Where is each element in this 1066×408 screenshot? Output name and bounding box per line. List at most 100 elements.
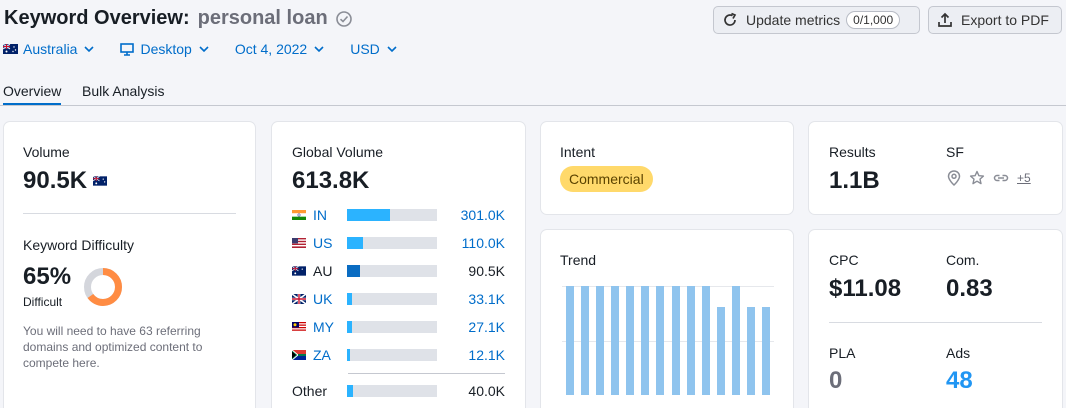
keyword-difficulty-label: Keyword Difficulty: [23, 237, 135, 253]
country-volume[interactable]: 33.1K: [468, 291, 505, 307]
device-select[interactable]: Desktop: [120, 41, 209, 57]
trend-label: Trend: [560, 252, 597, 268]
country-row-uk: UK 33.1K: [292, 290, 505, 308]
country-code[interactable]: ZA: [313, 347, 331, 363]
india-flag-icon: [292, 210, 306, 220]
divider: [348, 373, 505, 374]
trend-bar: [686, 286, 695, 395]
trend-bar: [641, 286, 650, 395]
trend-bar: [717, 306, 725, 395]
country-volume[interactable]: 12.1K: [468, 347, 505, 363]
country-volume-bar: [347, 349, 437, 361]
country-code[interactable]: US: [313, 235, 333, 251]
keyword-difficulty-description: You will need to have 63 referring domai…: [23, 324, 203, 370]
south-africa-flag-icon: [292, 350, 306, 360]
country-code: AU: [313, 263, 333, 279]
currency-select[interactable]: USD: [350, 41, 397, 57]
title-keyword: personal loan: [197, 7, 328, 29]
date-label: Oct 4, 2022: [234, 41, 308, 57]
update-metrics-label: Update metrics: [746, 12, 841, 28]
australia-flag-icon: [292, 266, 306, 276]
trend-bar: [656, 286, 665, 395]
sf-label: SF: [946, 144, 964, 160]
country-volume-bar: [347, 265, 437, 277]
keyword-difficulty-value: 65%: [23, 263, 72, 290]
australia-flag-icon: [93, 176, 108, 186]
country-volume-bar: [347, 209, 437, 221]
link-icon[interactable]: [993, 171, 1009, 185]
cpc-label: CPC: [829, 252, 859, 268]
malaysia-flag-icon: [292, 322, 306, 332]
sf-more-link[interactable]: +5: [1017, 171, 1031, 185]
volume-value-row: 90.5K: [23, 167, 108, 195]
country-volume[interactable]: 110.0K: [461, 235, 505, 251]
results-label: Results: [829, 144, 876, 160]
trend-bar: [611, 286, 619, 395]
country-select[interactable]: Australia: [3, 41, 95, 57]
divider: [23, 213, 236, 214]
country-code[interactable]: MY: [313, 319, 334, 335]
volume-label: Volume: [23, 144, 70, 160]
country-row-in: IN 301.0K: [292, 206, 505, 224]
update-metrics-button[interactable]: Update metrics 0/1,000: [713, 6, 920, 34]
country-row-us: US 110.0K: [292, 234, 505, 252]
other-volume-bar: [347, 385, 437, 397]
bar-fill: [347, 385, 354, 397]
trend-card: Trend: [541, 230, 793, 408]
country-code[interactable]: IN: [313, 207, 327, 223]
export-pdf-button[interactable]: Export to PDF: [928, 6, 1062, 34]
country-row-my: MY 27.1K: [292, 318, 505, 336]
tab-overview[interactable]: Overview: [3, 83, 62, 105]
results-value: 1.1B: [829, 167, 880, 194]
country-volume: 90.5K: [468, 263, 505, 279]
ads-value[interactable]: 48: [946, 367, 973, 394]
trend-bar: [671, 286, 680, 395]
difficulty-arc: [84, 268, 122, 306]
global-volume-card: Global Volume 613.8K IN 301.0K US 110.0K…: [272, 122, 525, 408]
trend-bar: [580, 286, 589, 395]
keyword-difficulty-level: Difficult: [23, 295, 63, 309]
ads-label: Ads: [946, 345, 971, 361]
pla-value[interactable]: 0: [829, 367, 843, 394]
trend-bar: [732, 286, 741, 395]
trend-bar: [701, 286, 710, 395]
star-icon[interactable]: [969, 170, 985, 186]
country-volume[interactable]: 27.1K: [468, 319, 505, 335]
competition-value: 0.83: [946, 275, 993, 302]
country-code[interactable]: UK: [313, 291, 333, 307]
bar-fill: [347, 209, 391, 221]
gridline: [562, 341, 774, 342]
intent-card: Intent Commercial: [541, 122, 793, 214]
update-counter-badge: 0/1,000: [846, 11, 901, 29]
country-label: Australia: [23, 41, 78, 57]
trend-bar: [565, 286, 574, 395]
metrics-card: CPC $11.08 Com. 0.83 PLA 0 Ads 48: [809, 230, 1062, 408]
global-volume-value: 613.8K: [292, 167, 370, 194]
country-volume[interactable]: 301.0K: [460, 207, 505, 223]
bar-fill: [347, 321, 352, 333]
tab-bar: Overview Bulk Analysis: [0, 82, 1066, 106]
global-volume-label: Global Volume: [292, 144, 384, 160]
trend-chart: [562, 286, 774, 395]
location-pin-icon[interactable]: [947, 170, 961, 186]
volume-value: 90.5K: [23, 167, 88, 194]
pla-label: PLA: [829, 345, 856, 361]
trend-bar: [595, 286, 604, 395]
desktop-icon: [120, 42, 135, 56]
tab-bulk-analysis[interactable]: Bulk Analysis: [82, 83, 165, 99]
results-card: Results 1.1B SF +5: [809, 122, 1062, 214]
upload-icon: [938, 12, 952, 27]
country-volume-bar: [347, 321, 437, 333]
device-label: Desktop: [140, 41, 192, 57]
bar-fill: [347, 293, 353, 305]
serp-features: +5: [947, 170, 1031, 186]
currency-label: USD: [350, 41, 380, 57]
intent-label: Intent: [560, 144, 596, 160]
trend-bar: [626, 286, 635, 395]
export-pdf-label: Export to PDF: [961, 12, 1049, 28]
country-row-za: ZA 12.1K: [292, 346, 505, 364]
uk-flag-icon: [292, 294, 306, 304]
date-select[interactable]: Oct 4, 2022: [235, 41, 324, 57]
check-circle-icon: [335, 10, 352, 27]
chevron-down-icon: [314, 46, 324, 53]
